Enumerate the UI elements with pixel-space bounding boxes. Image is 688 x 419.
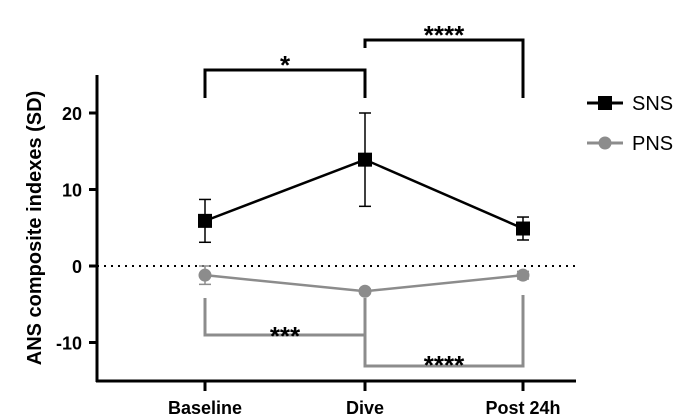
significance-label: *** xyxy=(270,321,301,351)
bracket-line xyxy=(363,38,525,98)
legend-item-pns: PNS xyxy=(587,133,673,155)
bracket-line xyxy=(363,295,525,368)
significance-label: **** xyxy=(424,350,465,380)
series-group xyxy=(198,112,530,298)
y-axis-label: ANS composite indexes (SD) xyxy=(24,91,46,366)
x-ticks: Baseline Dive Post 24h xyxy=(168,381,561,418)
y-tick-label: -10 xyxy=(56,334,82,354)
data-point xyxy=(198,213,212,228)
significance-bracket: **** xyxy=(363,295,525,380)
y-tick-label: 20 xyxy=(62,104,82,124)
data-point xyxy=(516,221,530,236)
significance-bracket: * xyxy=(203,50,367,98)
legend-item-sns: SNS xyxy=(587,93,673,115)
series-pns xyxy=(198,265,530,298)
significance-bracket: *** xyxy=(203,298,367,351)
x-tick-label: Post 24h xyxy=(485,398,560,418)
series-line xyxy=(204,158,524,230)
significance-label: **** xyxy=(424,20,465,50)
y-tick-label: 10 xyxy=(62,181,82,201)
x-tick-label: Baseline xyxy=(168,398,242,418)
significance-brackets: ************ xyxy=(203,20,525,380)
data-point xyxy=(516,268,530,282)
significance-label: * xyxy=(280,50,291,80)
legend-label: SNS xyxy=(632,93,673,115)
legend-label: PNS xyxy=(632,133,673,155)
bracket-line xyxy=(203,68,367,98)
data-point xyxy=(198,268,212,282)
y-ticks: 20 10 0 -10 xyxy=(56,104,97,354)
data-point xyxy=(358,284,372,298)
legend-marker xyxy=(598,96,612,110)
significance-bracket: **** xyxy=(363,20,525,98)
legend: SNS PNS xyxy=(587,93,673,155)
data-point xyxy=(358,152,372,167)
y-tick-label: 0 xyxy=(72,257,82,277)
legend-marker xyxy=(598,136,612,150)
series-sns xyxy=(198,112,530,244)
x-tick-label: Dive xyxy=(346,398,384,418)
